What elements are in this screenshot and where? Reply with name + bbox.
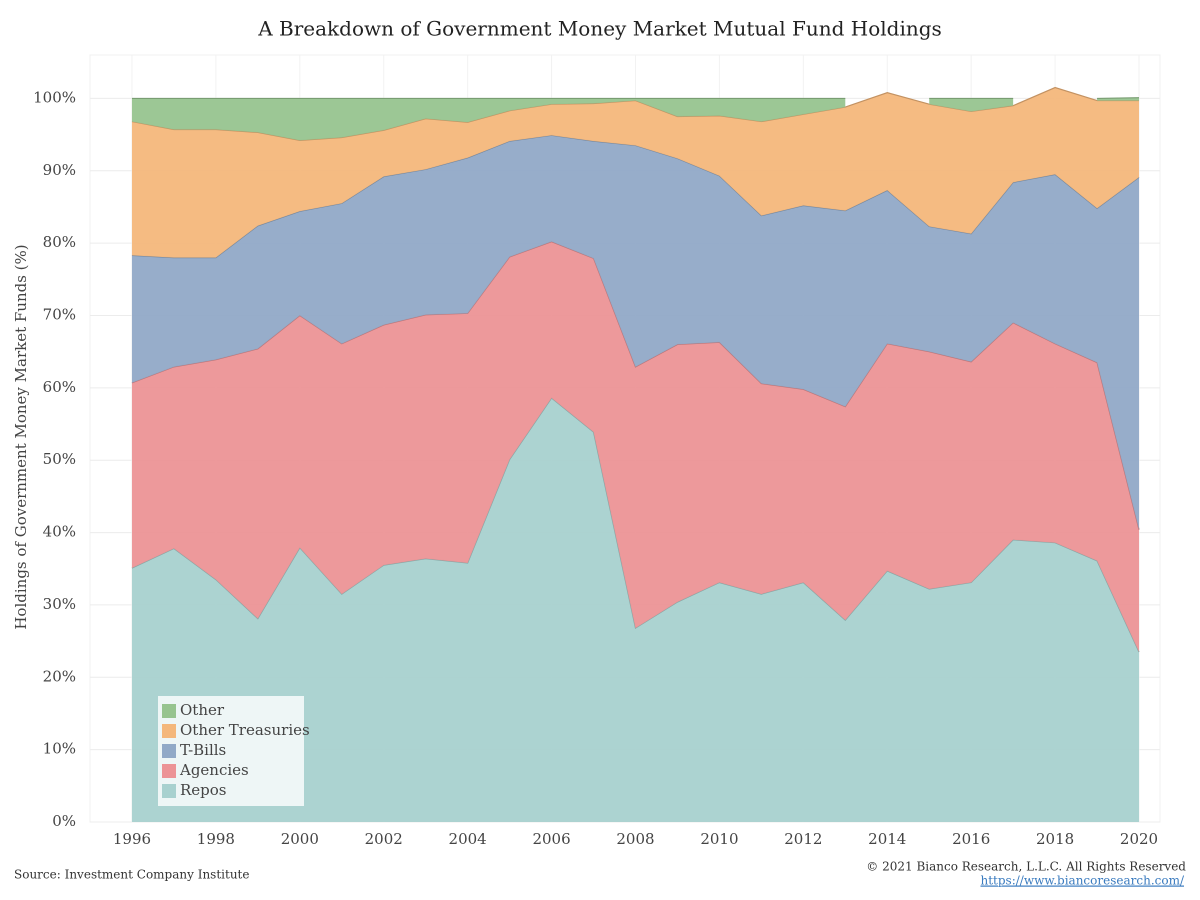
area: [131, 135, 1140, 530]
y-tick-label: 100%: [33, 88, 76, 106]
legend-swatch: [162, 744, 176, 758]
chart-title: A Breakdown of Government Money Market M…: [257, 17, 942, 41]
y-tick-label: 0%: [52, 812, 76, 830]
x-tick-label: 2016: [952, 830, 990, 848]
area: [131, 87, 1140, 258]
x-tick-label: 1996: [113, 830, 151, 848]
x-tick-label: 2002: [365, 830, 403, 848]
url[interactable]: https://www.biancoresearch.com/: [980, 874, 1184, 888]
legend-label: Other: [180, 701, 225, 719]
legend-label: Repos: [180, 781, 227, 799]
area-edge: [1097, 97, 1140, 100]
y-tick-label: 30%: [43, 595, 76, 613]
area: [131, 397, 1140, 822]
y-tick-label: 50%: [43, 450, 76, 468]
area: [929, 98, 1014, 112]
x-tick-label: 2020: [1120, 830, 1158, 848]
source: Source: Investment Company Institute: [14, 868, 249, 882]
area: [131, 98, 846, 141]
legend-label: T-Bills: [180, 741, 226, 759]
y-axis-label: Holdings of Government Money Market Fund…: [12, 244, 30, 629]
x-tick-label: 2014: [868, 830, 906, 848]
x-tick-label: 2006: [532, 830, 570, 848]
legend-swatch: [162, 704, 176, 718]
x-tick-label: 2012: [784, 830, 822, 848]
legend-swatch: [162, 764, 176, 778]
x-tick-label: 2004: [449, 830, 487, 848]
x-tick-label: 1998: [197, 830, 235, 848]
legend-swatch: [162, 784, 176, 798]
x-tick-label: 2008: [616, 830, 654, 848]
y-tick-label: 70%: [43, 305, 76, 323]
y-tick-label: 40%: [43, 523, 76, 541]
x-tick-label: 2018: [1036, 830, 1074, 848]
y-tick-label: 90%: [43, 161, 76, 179]
legend-box: [158, 696, 304, 806]
y-tick-label: 60%: [43, 378, 76, 396]
y-tick-label: 10%: [43, 740, 76, 758]
x-tick-label: 2000: [281, 830, 319, 848]
legend-label: Other Treasuries: [180, 721, 310, 739]
y-tick-label: 80%: [43, 233, 76, 251]
y-tick-label: 20%: [43, 667, 76, 685]
x-tick-label: 2010: [700, 830, 738, 848]
legend-swatch: [162, 724, 176, 738]
copyright: © 2021 Bianco Research, L.L.C. All Right…: [866, 860, 1186, 874]
legend-label: Agencies: [179, 761, 249, 779]
